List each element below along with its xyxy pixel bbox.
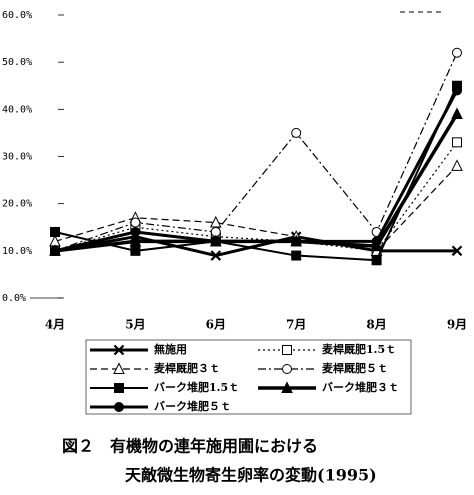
series-line	[54, 52, 458, 252]
point	[451, 245, 463, 257]
point	[130, 245, 141, 256]
series-line	[54, 235, 457, 258]
legend-label: バーク堆肥５ｔ	[154, 399, 231, 413]
caption-line: 図２ 有機物の連年施用圃における	[62, 437, 318, 456]
point	[291, 250, 302, 261]
point	[451, 107, 463, 120]
legend-label: バーク堆肥1.5ｔ	[154, 380, 239, 394]
point	[130, 226, 141, 237]
legend-marker	[282, 364, 292, 374]
point	[210, 236, 221, 247]
caption-line: 天敵微生物寄生卵率の変動(1995)	[125, 466, 377, 485]
point	[452, 47, 462, 58]
legend-marker	[282, 345, 292, 355]
series-line	[54, 89, 459, 253]
x-tick-label: 8月	[366, 318, 386, 332]
point	[129, 234, 142, 247]
point	[371, 236, 382, 247]
point	[371, 255, 382, 266]
y-tick-label: 30.0%	[2, 152, 32, 163]
legend-label: 麦桿厩肥1.5ｔ	[322, 342, 396, 356]
point	[210, 250, 222, 261]
x-tick-label: 4月	[45, 318, 65, 332]
y-tick-label: 10.0%	[2, 246, 32, 257]
legend-marker	[114, 383, 124, 393]
legend-label: バーク堆肥３ｔ	[322, 380, 399, 394]
series-line	[54, 165, 458, 252]
point	[50, 226, 60, 237]
legend-label: 麦桿厩肥５ｔ	[322, 361, 388, 375]
legend-marker	[113, 362, 125, 374]
point	[451, 159, 463, 171]
point	[452, 137, 462, 148]
legend-marker	[113, 344, 125, 356]
legend-label: 無施用	[154, 342, 187, 356]
x-tick-label: 6月	[206, 318, 226, 332]
y-tick-label: 60.0%	[2, 10, 32, 21]
point	[130, 217, 141, 228]
y-tick-label: 0.0%	[2, 293, 26, 304]
point	[50, 245, 60, 256]
x-tick-label: 7月	[286, 318, 306, 332]
y-tick-label: 40.0%	[2, 104, 32, 115]
legend-box	[85, 339, 412, 415]
y-tick-label: 50.0%	[2, 57, 32, 68]
point	[291, 127, 302, 138]
legend-marker	[114, 402, 124, 412]
series-line	[54, 85, 458, 262]
series-line	[54, 141, 458, 252]
x-tick-label: 9月	[447, 318, 467, 332]
y-tick-label: 20.0%	[2, 199, 32, 210]
point	[452, 85, 462, 96]
legend-marker	[281, 381, 293, 393]
x-tick-label: 5月	[125, 318, 145, 332]
point	[291, 236, 302, 247]
legend-label: 麦桿厩肥３ｔ	[154, 361, 220, 375]
